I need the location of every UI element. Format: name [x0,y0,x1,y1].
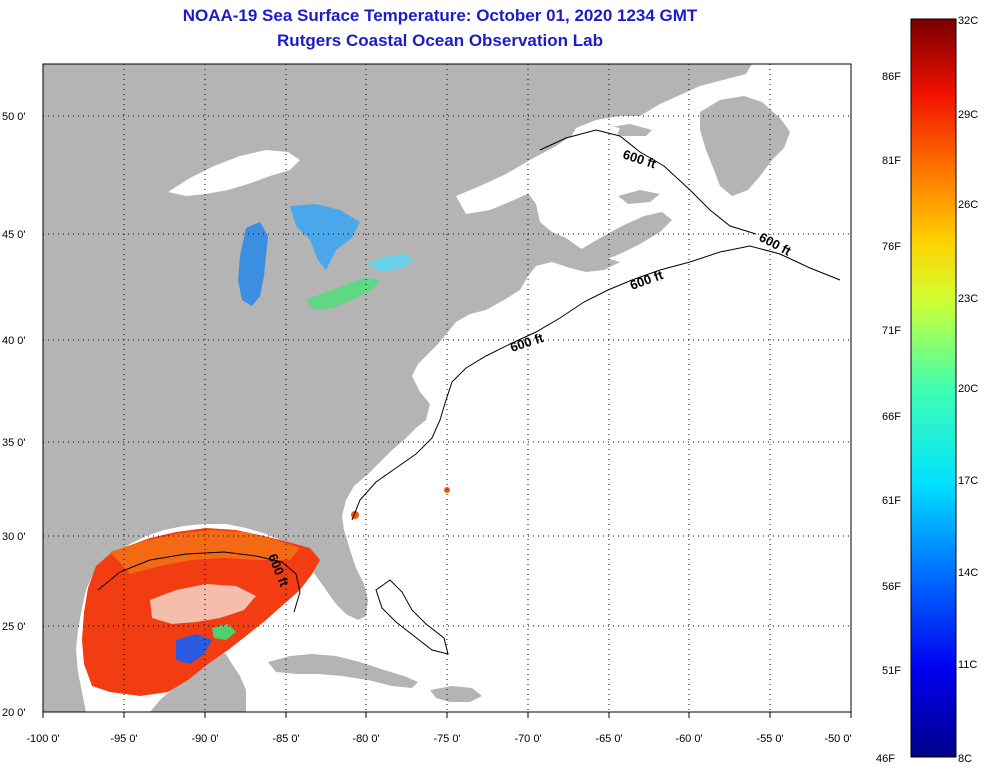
land-island-pei [618,190,660,204]
colorbar-label-f: 81F [882,155,901,167]
gulf-cloud-speckle [150,584,256,624]
x-axis-ticks [42,712,852,718]
land-cuba [268,654,418,688]
colorbar-label-c: 32C [958,15,978,27]
gulf-green-patch [212,624,236,640]
st-lawrence-water [456,124,620,214]
colorbar-label-c: 11C [958,659,977,671]
map-title: NOAA-19 Sea Surface Temperature: October… [182,6,698,25]
lon-label: -100 0' [26,733,59,745]
land-yucatan [150,652,246,712]
colorbar-label-c: 26C [958,199,978,211]
isobath-600ft-atlantic [351,245,841,521]
lat-labels: 50 0' 45 0' 40 0' 35 0' 30 0' 25 0' 20 0… [2,111,26,719]
lat-label: 35 0' [2,437,26,449]
colorbar-label-f: 46F [876,753,895,765]
lon-labels: -100 0' -95 0' -90 0' -85 0' -80 0' -75 … [26,733,851,745]
map-subtitle: Rutgers Coastal Ocean Observation Lab [277,31,603,50]
isobath-bahamas [375,579,449,655]
lat-label: 50 0' [2,111,26,123]
lon-label: -50 0' [824,733,851,745]
colorbar-label-f: 76F [882,241,901,253]
lon-label: -75 0' [433,733,460,745]
lon-label: -85 0' [272,733,299,745]
land-newfoundland [700,96,790,196]
lake-ontario [366,254,414,272]
lat-label: 20 0' [2,707,26,719]
lon-label: -65 0' [595,733,622,745]
colorbar-label-c: 29C [958,109,978,121]
colorbar-label-c: 20C [958,383,978,395]
isobath-600ft-north [539,129,757,235]
land-hispaniola [430,686,482,702]
colorbar-label-c: 17C [958,475,978,487]
isobath-600ft-gulf [97,551,301,613]
colorbar-label-f: 71F [882,325,901,337]
colorbar-label-f: 56F [882,581,901,593]
colorbar-label-c: 8C [958,753,972,765]
lon-label: -80 0' [352,733,379,745]
lake-erie [306,278,380,310]
colorbar-label-f: 86F [882,71,901,83]
colorbar-label-f: 61F [882,495,901,507]
gulf-cool-patch [176,634,212,664]
lake-superior [168,150,300,196]
gulf-sst-warm-band [110,530,300,574]
colorbar-celsius-labels: 32C 29C 26C 23C 20C 17C 14C 11C 8C [958,15,978,765]
lake-huron [290,204,360,270]
colorbar-label-f: 51F [882,665,901,677]
lon-label: -70 0' [514,733,541,745]
lat-label: 45 0' [2,229,26,241]
lake-michigan [238,222,268,306]
graticule [43,64,851,712]
lon-label: -55 0' [756,733,783,745]
lon-label: -60 0' [675,733,702,745]
land-nova-scotia [580,212,672,262]
lon-label: -90 0' [191,733,218,745]
lat-label: 30 0' [2,531,26,543]
lat-label: 25 0' [2,621,26,633]
lon-label: -95 0' [110,733,137,745]
land-north-america [43,64,752,712]
colorbar-label-c: 23C [958,293,978,305]
colorbar-label-c: 14C [958,567,978,579]
colorbar [910,18,957,758]
lat-label: 40 0' [2,335,26,347]
colorbar-fahrenheit-labels: 86F 81F 76F 71F 66F 61F 56F 51F 46F [876,71,901,765]
colorbar-label-f: 66F [882,411,901,423]
